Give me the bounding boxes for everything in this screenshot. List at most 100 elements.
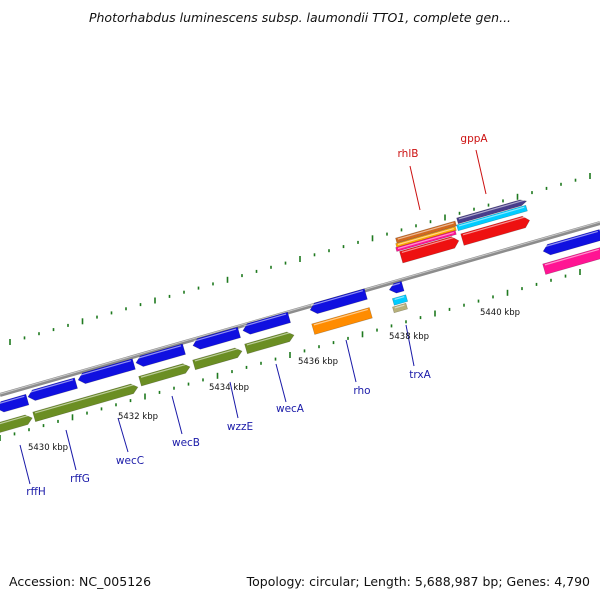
- gene-connector: [409, 165, 421, 211]
- gene-feature-olive[interactable]: [0, 413, 34, 434]
- outer-tick: [212, 282, 214, 286]
- outer-tick: [23, 336, 26, 340]
- gene-feature-cyan[interactable]: [391, 294, 409, 306]
- gene-feature-olive[interactable]: [138, 362, 192, 387]
- gene-feature-red[interactable]: [460, 215, 532, 246]
- scale-label: 5432 kbp: [118, 412, 158, 422]
- inner-tick: [144, 393, 146, 400]
- gene-label[interactable]: wecC: [116, 455, 144, 467]
- gene-label[interactable]: trxA: [409, 369, 431, 381]
- gene-feature-cyan[interactable]: [456, 204, 528, 232]
- scale-label: 5434 kbp: [209, 383, 249, 393]
- outer-tick: [574, 178, 577, 182]
- outer-tick: [226, 276, 229, 283]
- outer-tick: [67, 323, 69, 327]
- gene-feature-olive[interactable]: [244, 330, 296, 355]
- inner-tick: [216, 372, 219, 379]
- inner-tick: [115, 403, 117, 407]
- gene-connector: [405, 324, 415, 367]
- gene-feature-blue[interactable]: [77, 358, 136, 386]
- outer-tick: [139, 303, 142, 307]
- genome-stats: Topology: circular; Length: 5,688,987 bp…: [246, 574, 590, 589]
- outer-tick: [313, 253, 316, 257]
- inner-tick: [390, 324, 393, 328]
- backbone-line: [0, 221, 600, 397]
- inner-tick: [434, 310, 436, 317]
- inner-tick: [158, 390, 161, 394]
- inner-tick: [86, 411, 88, 415]
- outer-tick: [531, 191, 533, 195]
- scale-label: 5430 kbp: [28, 443, 68, 453]
- inner-tick-row: [0, 269, 581, 441]
- inner-tick: [419, 316, 422, 320]
- outer-tick: [197, 286, 200, 290]
- gene-label[interactable]: rho: [353, 385, 370, 397]
- outer-tick: [125, 307, 127, 311]
- gene-feature-pink[interactable]: [395, 230, 457, 252]
- gene-feature-blue[interactable]: [309, 288, 368, 316]
- inner-tick: [506, 289, 509, 296]
- outer-tick: [545, 186, 548, 190]
- gene-connector: [19, 444, 31, 485]
- gene-feature-olive[interactable]: [32, 382, 140, 423]
- inner-tick: [303, 349, 306, 353]
- inner-tick: [0, 435, 1, 441]
- inner-tick: [289, 352, 291, 358]
- inner-tick: [376, 328, 378, 332]
- scale-label: 5438 kbp: [389, 332, 429, 342]
- outer-tick: [487, 203, 490, 207]
- gene-feature-olive[interactable]: [192, 346, 244, 371]
- outer-tick: [371, 235, 374, 242]
- outer-tick: [473, 207, 475, 211]
- outer-tick: [560, 182, 562, 186]
- gene-label[interactable]: gppA: [460, 133, 488, 145]
- outer-tick: [168, 294, 171, 298]
- inner-tick: [332, 341, 335, 345]
- outer-tick: [255, 269, 258, 273]
- inner-tick: [202, 378, 204, 382]
- inner-tick: [187, 382, 190, 386]
- gene-feature-blue[interactable]: [388, 280, 405, 294]
- gene-label[interactable]: rffG: [70, 473, 90, 485]
- scale-label: 5436 kbp: [298, 357, 338, 367]
- inner-tick: [260, 361, 262, 365]
- inner-tick: [274, 357, 277, 361]
- outer-tick: [458, 211, 461, 215]
- gene-feature-blue[interactable]: [241, 311, 291, 336]
- gene-label[interactable]: wecB: [172, 437, 200, 449]
- scale-label: 5440 kbp: [480, 308, 520, 318]
- gene-feature-pink[interactable]: [542, 247, 600, 275]
- inner-tick: [579, 269, 581, 275]
- gene-feature-salmon[interactable]: [395, 220, 457, 244]
- gene-feature-blue[interactable]: [0, 393, 30, 413]
- gene-label[interactable]: rffH: [26, 486, 45, 498]
- inner-tick: [448, 307, 451, 311]
- gene-feature-navy[interactable]: [456, 198, 528, 225]
- outer-tick: [342, 245, 345, 249]
- inner-tick: [173, 386, 175, 390]
- gene-connector: [171, 395, 183, 435]
- gene-feature-blue[interactable]: [191, 326, 241, 351]
- gene-feature-orange[interactable]: [395, 226, 457, 248]
- gene-label[interactable]: rhlB: [398, 148, 419, 160]
- gene-feature-blue[interactable]: [134, 343, 186, 368]
- outer-tick: [9, 339, 11, 345]
- outer-tick: [284, 261, 287, 265]
- gene-feature-red[interactable]: [399, 235, 461, 264]
- gene-label[interactable]: wecA: [276, 403, 305, 415]
- inner-tick: [129, 399, 132, 403]
- gene-feature-tan[interactable]: [392, 302, 408, 314]
- outer-tick: [415, 224, 417, 228]
- gene-connector: [345, 339, 357, 383]
- backbone-highlight: [0, 221, 600, 395]
- gene-feature-orange[interactable]: [311, 307, 373, 335]
- gene-feature-blue[interactable]: [542, 229, 600, 256]
- outer-tick: [328, 249, 330, 253]
- outer-tick: [400, 228, 403, 232]
- outer-tick: [444, 214, 446, 221]
- inner-tick: [405, 320, 407, 324]
- gene-label[interactable]: wzzE: [227, 421, 253, 433]
- gene-feature-blue[interactable]: [26, 377, 78, 402]
- inner-tick: [347, 336, 349, 340]
